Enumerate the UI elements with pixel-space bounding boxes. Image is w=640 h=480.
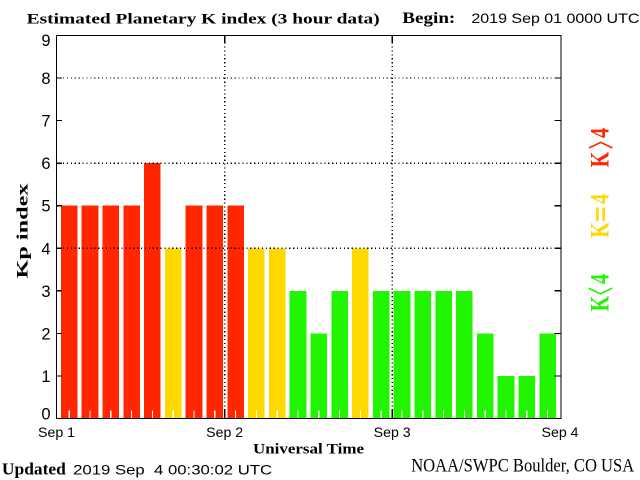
svg-text:Sep 1: Sep 1	[38, 425, 75, 440]
svg-text:Sep 2: Sep 2	[206, 425, 243, 440]
svg-text:Universal Time: Universal Time	[253, 441, 365, 457]
svg-text:4: 4	[586, 274, 615, 284]
svg-text:Sep 4: Sep 4	[542, 425, 580, 440]
svg-text:8: 8	[41, 70, 50, 88]
svg-text:K: K	[586, 296, 615, 312]
svg-text:0: 0	[41, 405, 50, 423]
svg-text:Estimated Planetary K index (3: Estimated Planetary K index (3 hour data…	[27, 11, 380, 28]
svg-text:4: 4	[41, 240, 50, 258]
svg-text:1: 1	[41, 368, 50, 386]
svg-text:4: 4	[586, 194, 615, 204]
svg-text:2: 2	[41, 325, 50, 343]
svg-text:K: K	[586, 152, 615, 168]
svg-text:2019 Sep 01 0000 UTC: 2019 Sep 01 0000 UTC	[471, 10, 639, 26]
svg-text:4: 4	[586, 128, 615, 138]
svg-text:Sep 3: Sep 3	[374, 425, 411, 440]
svg-text:2019 Sep 4 00:30:02 UTC: 2019 Sep 4 00:30:02 UTC	[73, 462, 272, 478]
svg-text:5: 5	[41, 198, 50, 216]
svg-text:K: K	[586, 222, 615, 238]
svg-text:NOAA/SWPC Boulder, CO USA: NOAA/SWPC Boulder, CO USA	[411, 456, 635, 476]
svg-text:6: 6	[41, 155, 50, 173]
svg-text:9: 9	[41, 32, 50, 50]
svg-text:Begin:: Begin:	[402, 10, 455, 27]
svg-text:3: 3	[41, 283, 50, 301]
svg-text:Kp index: Kp index	[15, 184, 32, 279]
svg-text:7: 7	[41, 113, 50, 131]
svg-text:Updated: Updated	[2, 460, 67, 479]
